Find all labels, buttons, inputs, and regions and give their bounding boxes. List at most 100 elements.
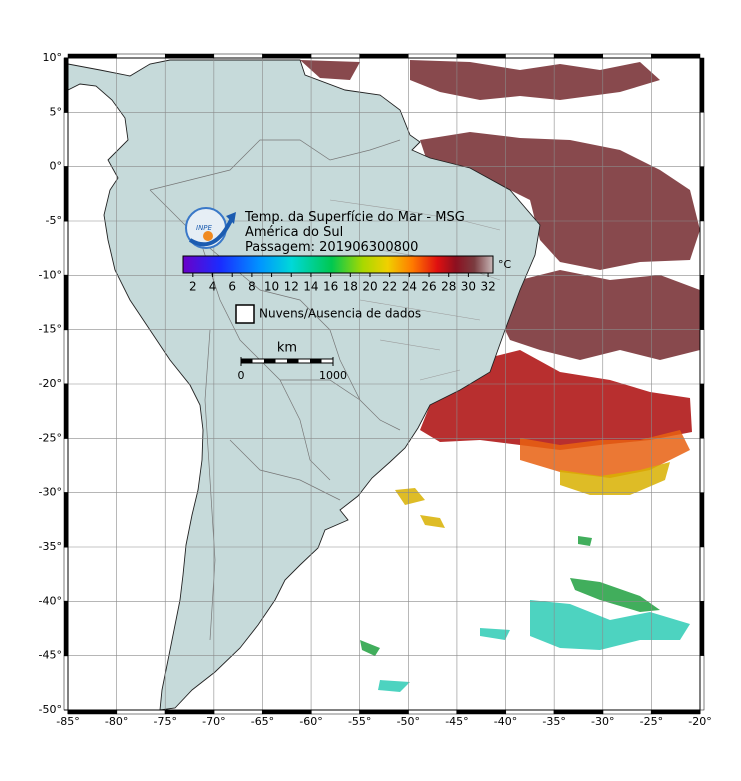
y-tick-label: -15° — [39, 323, 62, 336]
frame-segment — [63, 166, 69, 222]
frame-segment — [408, 709, 458, 715]
colorbar-tick-label: 14 — [303, 280, 318, 294]
logo: INPE — [185, 207, 236, 249]
axes: -85° -80° -75° -70° -65° -60° -55° -50° -45° -40°… — [39, 51, 712, 728]
legend-swatch — [235, 304, 255, 324]
frame-segment — [651, 53, 701, 59]
frame-segment — [699, 655, 705, 711]
scale-bar-segment — [264, 359, 276, 363]
frame-segment — [651, 709, 701, 715]
colorbar-tick-label: 26 — [421, 280, 436, 294]
frame-segment — [602, 709, 652, 715]
x-tick-label: -30° — [591, 715, 614, 728]
frame-segment — [63, 438, 69, 493]
frame-segment — [699, 383, 705, 439]
frame-segment — [67, 53, 117, 59]
frame-segment — [699, 166, 705, 222]
frame-segment — [116, 53, 166, 59]
y-tick-label: -50° — [39, 703, 62, 716]
y-tick-label: 0° — [50, 160, 63, 173]
sst-yellow — [395, 462, 670, 528]
sst-orange — [520, 430, 690, 478]
frame-segment — [699, 601, 705, 656]
frame-segment — [699, 220, 705, 276]
frame-segment — [408, 53, 458, 59]
colorbar-tick-label: 22 — [382, 280, 397, 294]
colorbar-tick-label: 32 — [480, 280, 495, 294]
y-tick-label: 5° — [50, 105, 63, 118]
frame-segment — [456, 53, 506, 59]
frame-segment — [699, 438, 705, 493]
frame-segment — [505, 53, 555, 59]
frame-segment — [359, 53, 409, 59]
x-tick-label: -25° — [640, 715, 663, 728]
x-tick-label: -20° — [688, 715, 711, 728]
x-tick-label: -35° — [542, 715, 565, 728]
frame-segment — [67, 709, 117, 715]
y-tick-label: -5° — [46, 214, 62, 227]
x-tick-label: -80° — [105, 715, 128, 728]
x-tick-label: -60° — [299, 715, 322, 728]
x-tick-label: -85° — [56, 715, 79, 728]
frame-segment — [553, 709, 604, 715]
frame-segment — [456, 709, 506, 715]
x-tick-label: -45° — [445, 715, 468, 728]
sst-red — [420, 350, 692, 450]
scale-unit: km — [277, 341, 297, 356]
scale-bar-segment — [287, 359, 299, 363]
frame-segment — [602, 53, 652, 59]
y-tick-label: -30° — [39, 486, 62, 499]
legend-label: Nuvens/Ausencia de dados — [259, 307, 421, 321]
scale-bar-label: 1000 — [319, 369, 347, 382]
x-tick-label: -40° — [494, 715, 517, 728]
x-tick-label: -50° — [397, 715, 420, 728]
colorbar-tick-label: 12 — [284, 280, 299, 294]
frame-segment — [116, 709, 166, 715]
colorbar-tick-label: 6 — [228, 280, 236, 294]
frame-segment — [699, 112, 705, 167]
frame-segment — [310, 53, 360, 59]
frame-segment — [505, 709, 555, 715]
scale-bar-segment — [310, 359, 322, 363]
colorbar-tick-label: 10 — [264, 280, 279, 294]
colorbar-tick-label: 30 — [461, 280, 476, 294]
frame-segment — [699, 492, 705, 548]
frame-segment — [63, 57, 69, 113]
colorbar-tick-label: 16 — [323, 280, 338, 294]
frame-segment — [699, 329, 705, 385]
colorbar-tick-label: 18 — [343, 280, 358, 294]
colorbar: °C 2 4 6 8 10 12 14 16 18 20 22 24 26 28 30 32 — [182, 255, 512, 294]
frame-segment — [699, 57, 705, 113]
sst-teal — [378, 600, 690, 692]
frame-segment — [262, 709, 312, 715]
colorbar-tick-label: 8 — [248, 280, 256, 294]
scale-bar: km 0 1000 — [238, 341, 348, 383]
x-tick-label: -75° — [153, 715, 176, 728]
title-line: Temp. da Superfície do Mar - MSG — [244, 210, 465, 225]
country-borders — [149, 139, 401, 641]
colorbar-tick-label: 4 — [209, 280, 217, 294]
frame-segment — [63, 492, 69, 548]
frame-segment — [63, 546, 69, 602]
y-tick-label: -40° — [39, 594, 62, 607]
y-tick-label: -45° — [39, 649, 62, 662]
colorbar-tick-label: 2 — [189, 280, 197, 294]
frame-segment — [63, 112, 69, 167]
y-tick-label: -10° — [39, 268, 62, 281]
scale-bar-segment — [241, 359, 253, 363]
colorbar-unit: °C — [498, 258, 512, 271]
frame-segment — [359, 709, 409, 715]
y-tick-label: -35° — [39, 540, 62, 553]
frame-segment — [164, 53, 215, 59]
frame-segment — [213, 709, 263, 715]
frame-segment — [63, 601, 69, 656]
frame-segment — [553, 53, 604, 59]
sst-warm-north — [300, 60, 700, 360]
y-tick-label: 10° — [43, 51, 63, 64]
title-line: América do Sul — [245, 225, 343, 240]
frame-segment — [262, 53, 312, 59]
frame-segment — [164, 709, 215, 715]
x-tick-label: -65° — [251, 715, 274, 728]
